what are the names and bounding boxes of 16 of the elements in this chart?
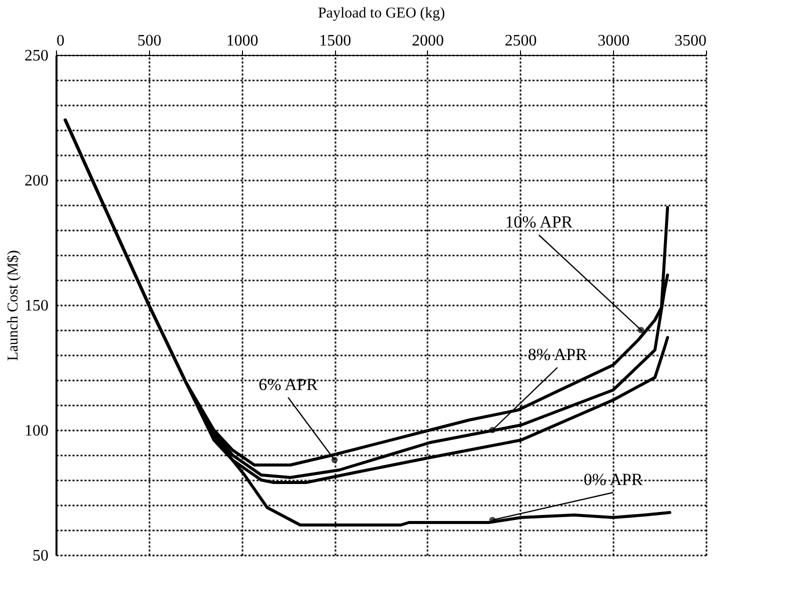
x-tick-label: 1000	[226, 32, 258, 50]
x-tick-label: 0	[56, 32, 64, 50]
x-tick-label: 2500	[504, 32, 537, 50]
x-tick-label: 2000	[412, 32, 444, 50]
x-tick-label: 1500	[319, 32, 352, 50]
annotation: 10% APR	[505, 212, 574, 232]
y-tick-label: 50	[32, 548, 48, 564]
y-tick-label: 200	[24, 172, 48, 190]
y-tick-label: 250	[24, 48, 48, 64]
y-tick-label: 150	[24, 298, 48, 314]
x-tick-label: 3500	[674, 32, 706, 50]
y-axis-title: Launch Cost (M$)	[6, 250, 22, 361]
y-tick-label: 100	[24, 422, 48, 440]
x-tick-label: 3000	[598, 32, 630, 50]
x-axis-title: Payload to GEO (kg)	[318, 6, 446, 22]
x-tick-label: 500	[137, 32, 162, 50]
